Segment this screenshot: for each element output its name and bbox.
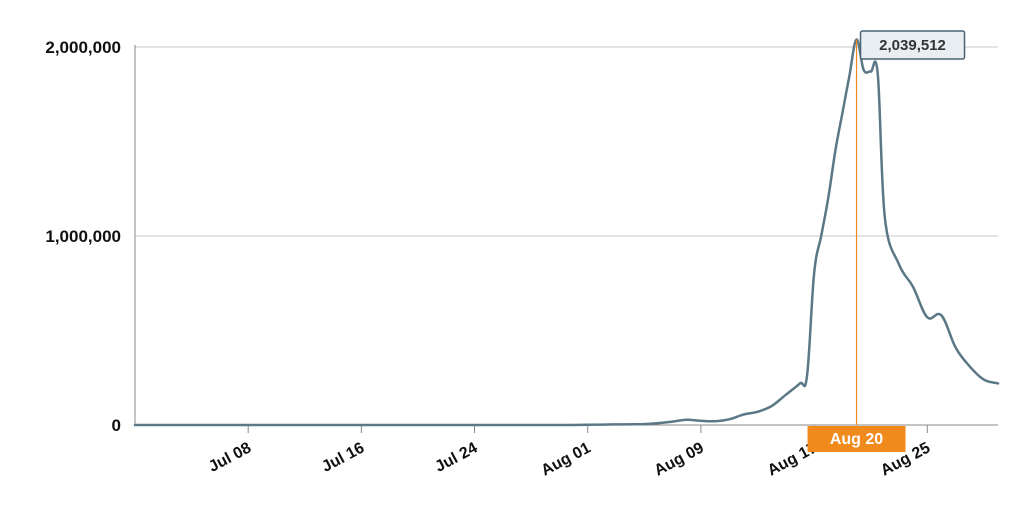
x-tick-label: Aug 01 [539,439,594,479]
grid-lines [135,46,998,237]
date-tooltip: Aug 20 [807,426,906,452]
x-tick-label: Jul 16 [319,439,367,475]
y-tick-label: 2,000,000 [45,38,121,57]
series-line[interactable] [133,38,1000,427]
x-tick-label: Jul 24 [432,439,480,475]
date-tooltip-text: Aug 20 [830,431,883,448]
x-tick-label: Jul 08 [206,439,254,475]
y-tick-label: 1,000,000 [45,227,121,246]
date-tooltip-box [807,426,906,452]
value-tooltip-text: 2,039,512 [879,37,946,54]
x-tick-label: Aug 09 [652,439,707,479]
value-tooltip-box [859,30,966,60]
value-tooltip: 2,039,512 [859,30,966,60]
y-axis-ticks: 0 1,000,000 2,000,000 [45,38,121,435]
y-tick-label: 0 [112,416,121,435]
